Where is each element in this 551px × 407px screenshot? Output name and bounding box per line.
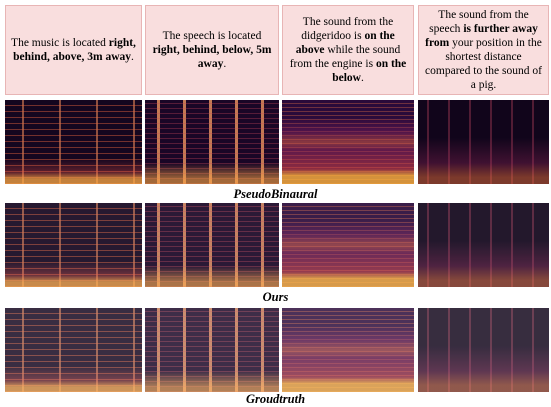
caption-segment: . [223,58,226,70]
spectrogram [418,100,549,184]
spectrogram [418,308,549,392]
spectrogram [145,100,279,184]
row-label: PseudoBinaural [0,187,551,202]
caption-box: The music is located right, behind, abov… [5,5,142,95]
caption-segment: The speech is located [163,30,262,42]
spectrogram [282,203,414,287]
caption-segment: The music is located [11,37,109,49]
caption-box: The speech is located right, behind, bel… [145,5,279,95]
caption-segment: . [361,72,364,84]
spectrogram [5,203,142,287]
spectrogram [145,203,279,287]
spectrogram [5,308,142,392]
figure: PseudoBinaural Ours Groudtruth The music… [0,0,551,407]
caption-text: The music is located right, behind, abov… [9,36,138,64]
spectrogram [282,100,414,184]
caption-box: The sound from the speech is further awa… [418,5,549,95]
caption-segment: . [131,51,134,63]
spectrogram [282,308,414,392]
caption-text: The sound from the speech is further awa… [422,8,545,92]
caption-segment: right, behind, below, 5m away [153,44,272,70]
spectrogram [145,308,279,392]
caption-text: The speech is located right, behind, bel… [149,29,275,71]
spectrogram [418,203,549,287]
spectrogram [5,100,142,184]
caption-text: The sound from the didgeridoo is on the … [286,15,410,85]
row-label: Ours [0,290,551,305]
caption-box: The sound from the didgeridoo is on the … [282,5,414,95]
row-label: Groudtruth [0,392,551,407]
